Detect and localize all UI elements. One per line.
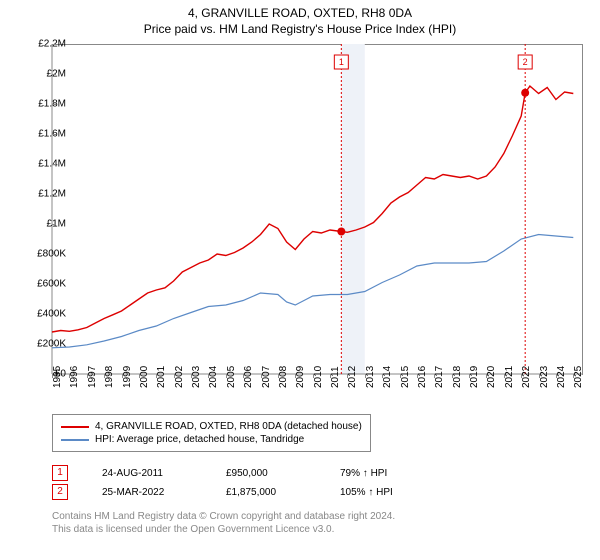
xtick-label: 1996 [69,366,80,388]
ytick-label: £1M [18,219,66,230]
xtick-label: 2021 [504,366,515,388]
footer-line1: Contains HM Land Registry data © Crown c… [52,510,395,523]
sale-vs-hpi-1: 79% ↑ HPI [340,468,387,479]
footer: Contains HM Land Registry data © Crown c… [52,510,395,536]
ytick-label: £1.4M [18,159,66,170]
legend-label-property: 4, GRANVILLE ROAD, OXTED, RH8 0DA (detac… [95,421,362,432]
ytick-label: £800K [18,249,66,260]
xtick-label: 1999 [122,366,133,388]
footer-line2: This data is licensed under the Open Gov… [52,523,395,536]
xtick-label: 2007 [261,366,272,388]
sale-date-2: 25-MAR-2022 [102,487,192,498]
ytick-label: £200K [18,339,66,350]
xtick-label: 2016 [417,366,428,388]
xtick-label: 2013 [365,366,376,388]
chart-title-sub: Price paid vs. HM Land Registry's House … [0,22,600,36]
xtick-label: 2014 [382,366,393,388]
sale-badge-2: 2 [52,484,68,500]
svg-text:2: 2 [523,57,528,67]
legend-swatch-property [61,426,89,428]
chart-svg: 12 [52,44,582,374]
legend: 4, GRANVILLE ROAD, OXTED, RH8 0DA (detac… [52,414,371,452]
ytick-label: £1.2M [18,189,66,200]
xtick-label: 2018 [452,366,463,388]
ytick-label: £1.6M [18,129,66,140]
xtick-label: 1995 [52,366,63,388]
xtick-label: 2008 [278,366,289,388]
chart-title-address: 4, GRANVILLE ROAD, OXTED, RH8 0DA [0,6,600,20]
xtick-label: 2019 [469,366,480,388]
legend-label-hpi: HPI: Average price, detached house, Tand… [95,434,304,445]
xtick-label: 2011 [330,366,341,388]
xtick-label: 2010 [313,366,324,388]
xtick-label: 2009 [295,366,306,388]
sale-price-2: £1,875,000 [226,487,306,498]
xtick-label: 2000 [139,366,150,388]
xtick-label: 2025 [573,366,584,388]
sales-table: 1 24-AUG-2011 £950,000 79% ↑ HPI 2 25-MA… [52,462,393,503]
ytick-label: £2.2M [18,39,66,50]
svg-text:1: 1 [339,57,344,67]
sale-badge-1: 1 [52,465,68,481]
xtick-label: 2024 [556,366,567,388]
xtick-label: 2002 [174,366,185,388]
xtick-label: 2023 [539,366,550,388]
xtick-label: 2012 [347,366,358,388]
legend-swatch-hpi [61,439,89,441]
xtick-label: 2001 [156,366,167,388]
xtick-label: 2020 [486,366,497,388]
xtick-label: 2015 [400,366,411,388]
xtick-label: 2003 [191,366,202,388]
ytick-label: £600K [18,279,66,290]
sale-vs-hpi-2: 105% ↑ HPI [340,487,393,498]
xtick-label: 1997 [87,366,98,388]
sale-date-1: 24-AUG-2011 [102,468,192,479]
xtick-label: 1998 [104,366,115,388]
xtick-label: 2005 [226,366,237,388]
xtick-label: 2022 [521,366,532,388]
ytick-label: £400K [18,309,66,320]
xtick-label: 2004 [208,366,219,388]
xtick-label: 2006 [243,366,254,388]
ytick-label: £1.8M [18,99,66,110]
ytick-label: £2M [18,69,66,80]
sale-price-1: £950,000 [226,468,306,479]
xtick-label: 2017 [434,366,445,388]
